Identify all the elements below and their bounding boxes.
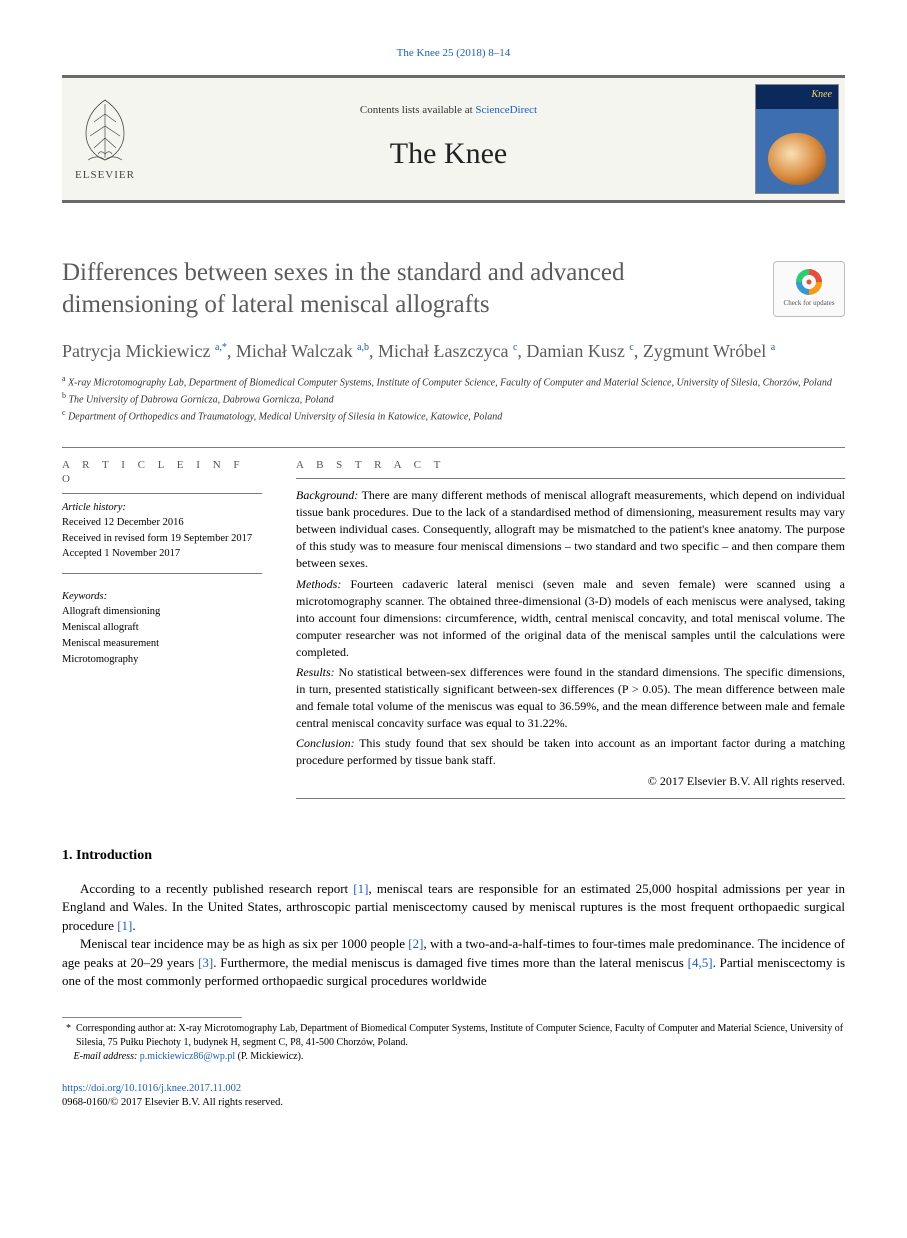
abstract-body: Background: There are many different met… bbox=[296, 487, 845, 790]
crossmark-icon bbox=[796, 269, 822, 295]
affiliation-c: c Department of Orthopedics and Traumato… bbox=[62, 407, 845, 424]
abstract-rule-bottom bbox=[296, 798, 845, 799]
article-info-column: A R T I C L E I N F O Article history: R… bbox=[62, 458, 262, 668]
keyword-2: Meniscal allograft bbox=[62, 620, 262, 636]
journal-cover-wrap: Knee bbox=[749, 78, 845, 200]
corresponding-author: * Corresponding author at: X-ray Microto… bbox=[62, 1022, 845, 1050]
issn-copyright: 0968-0160/© 2017 Elsevier B.V. All right… bbox=[62, 1096, 845, 1110]
revised-date: Received in revised form 19 September 20… bbox=[62, 531, 262, 546]
affiliations: a X-ray Microtomography Lab, Department … bbox=[62, 373, 845, 424]
journal-cover-image: Knee bbox=[755, 84, 839, 194]
history-label: Article history: bbox=[62, 500, 262, 515]
keywords-list: Allograft dimensioning Meniscal allograf… bbox=[62, 604, 262, 667]
ref-3[interactable]: [3] bbox=[198, 955, 213, 970]
article-info-heading: A R T I C L E I N F O bbox=[62, 458, 262, 488]
keyword-1: Allograft dimensioning bbox=[62, 604, 262, 620]
ref-1b[interactable]: [1] bbox=[117, 918, 132, 933]
elsevier-tree-icon bbox=[72, 94, 138, 166]
footnote-rule bbox=[62, 1017, 242, 1018]
abstract-results: Results: No statistical between-sex diff… bbox=[296, 664, 845, 732]
ref-1[interactable]: [1] bbox=[353, 881, 368, 896]
abstract-column: A B S T R A C T Background: There are ma… bbox=[296, 458, 845, 799]
footnotes: * Corresponding author at: X-ray Microto… bbox=[62, 1022, 845, 1064]
author-2: Michał Walczak a,b bbox=[236, 341, 369, 361]
affiliation-b: b The University of Dabrowa Gornicza, Da… bbox=[62, 390, 845, 407]
crossmark-badge[interactable]: Check for updates bbox=[773, 261, 845, 317]
received-date: Received 12 December 2016 bbox=[62, 515, 262, 530]
email-link[interactable]: p.mickiewicz86@wp.pl bbox=[140, 1051, 235, 1062]
author-3: Michał Łaszczyca c bbox=[378, 341, 517, 361]
top-citation: The Knee 25 (2018) 8–14 bbox=[62, 46, 845, 61]
info-rule-1 bbox=[62, 493, 262, 494]
doi-link[interactable]: https://doi.org/10.1016/j.knee.2017.11.0… bbox=[62, 1083, 241, 1094]
contents-available: Contents lists available at ScienceDirec… bbox=[360, 103, 537, 118]
author-1: Patrycja Mickiewicz a,* bbox=[62, 341, 227, 361]
journal-cover-art bbox=[768, 133, 826, 185]
contents-prefix: Contents lists available at bbox=[360, 104, 475, 116]
intro-para-1: According to a recently published resear… bbox=[62, 880, 845, 935]
publisher-block: ELSEVIER bbox=[62, 78, 148, 200]
abstract-rule-top bbox=[296, 478, 845, 479]
divider-top bbox=[62, 447, 845, 448]
keyword-3: Meniscal measurement bbox=[62, 636, 262, 652]
sciencedirect-link[interactable]: ScienceDirect bbox=[475, 104, 537, 116]
ref-4-5[interactable]: [4,5] bbox=[688, 955, 713, 970]
publisher-name: ELSEVIER bbox=[75, 168, 135, 183]
info-rule-2 bbox=[62, 573, 262, 574]
author-4: Damian Kusz c bbox=[526, 341, 633, 361]
header-center: Contents lists available at ScienceDirec… bbox=[148, 78, 749, 200]
accepted-date: Accepted 1 November 2017 bbox=[62, 546, 262, 561]
keywords-label: Keywords: bbox=[62, 590, 262, 604]
abstract-copyright: © 2017 Elsevier B.V. All rights reserved… bbox=[296, 773, 845, 790]
journal-header: ELSEVIER Contents lists available at Sci… bbox=[62, 75, 845, 203]
intro-para-2: Meniscal tear incidence may be as high a… bbox=[62, 935, 845, 990]
authors-line: Patrycja Mickiewicz a,*, Michał Walczak … bbox=[62, 339, 845, 363]
keyword-4: Microtomography bbox=[62, 652, 262, 668]
affiliation-a: a X-ray Microtomography Lab, Department … bbox=[62, 373, 845, 390]
doi-line: https://doi.org/10.1016/j.knee.2017.11.0… bbox=[62, 1082, 845, 1096]
ref-2[interactable]: [2] bbox=[408, 936, 423, 951]
section-1-heading: 1. Introduction bbox=[62, 847, 845, 866]
abstract-background: Background: There are many different met… bbox=[296, 487, 845, 572]
crossmark-text: Check for updates bbox=[784, 299, 835, 308]
abstract-conclusion: Conclusion: This study found that sex sh… bbox=[296, 735, 845, 769]
top-citation-link[interactable]: The Knee 25 (2018) 8–14 bbox=[397, 47, 511, 59]
author-5: Zygmunt Wróbel a bbox=[643, 341, 775, 361]
email-line: E-mail address: p.mickiewicz86@wp.pl (P.… bbox=[62, 1050, 845, 1064]
journal-name: The Knee bbox=[390, 134, 507, 175]
journal-cover-title: Knee bbox=[811, 88, 832, 102]
abstract-heading: A B S T R A C T bbox=[296, 458, 845, 473]
abstract-methods: Methods: Fourteen cadaveric lateral meni… bbox=[296, 576, 845, 661]
article-title: Differences between sexes in the standar… bbox=[62, 257, 753, 321]
